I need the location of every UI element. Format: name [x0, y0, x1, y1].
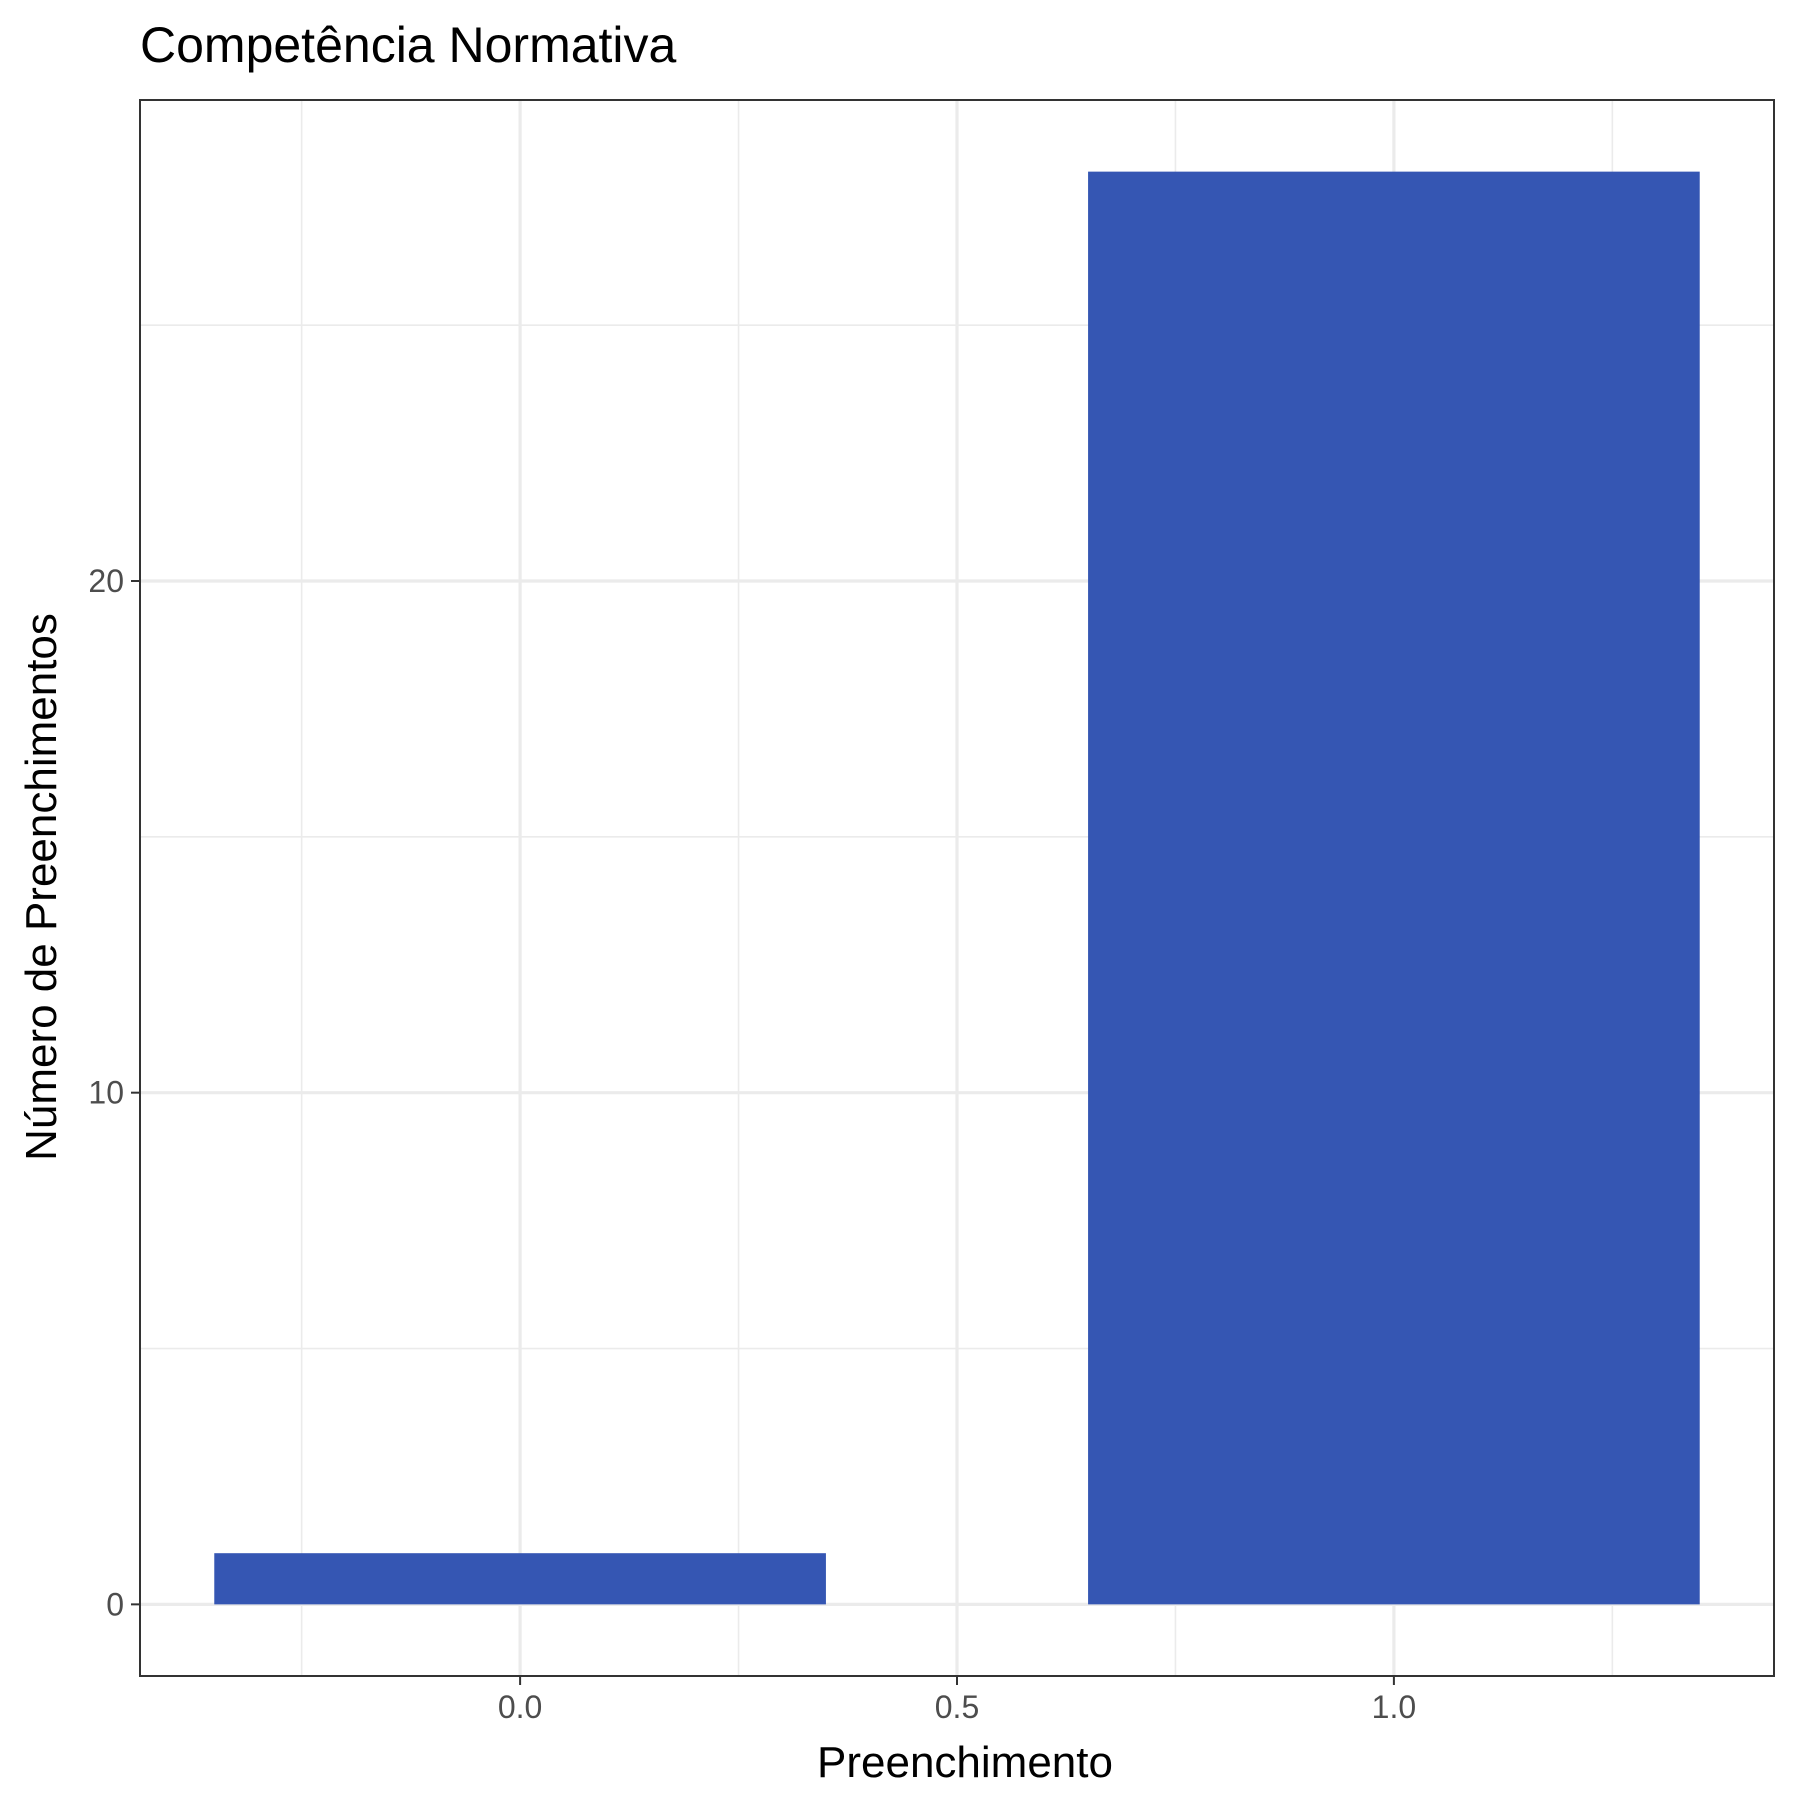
x-tick-label: 0.0	[498, 1689, 542, 1725]
chart-title: Competência Normativa	[140, 17, 677, 73]
x-tick-label: 0.5	[935, 1689, 979, 1725]
bar	[1088, 171, 1700, 1605]
x-axis-title: Preenchimento	[817, 1738, 1113, 1787]
y-tick-label: 10	[88, 1075, 124, 1111]
axis-layer: 0.0 0.5 1.0 0 10 20	[88, 563, 1416, 1725]
y-tick-label: 20	[88, 563, 124, 599]
bar-layer	[214, 171, 1700, 1605]
y-tick-label: 0	[106, 1586, 124, 1622]
x-tick-label: 1.0	[1372, 1689, 1416, 1725]
y-axis-title: Número de Preenchimentos	[17, 613, 66, 1161]
bar	[214, 1553, 826, 1605]
